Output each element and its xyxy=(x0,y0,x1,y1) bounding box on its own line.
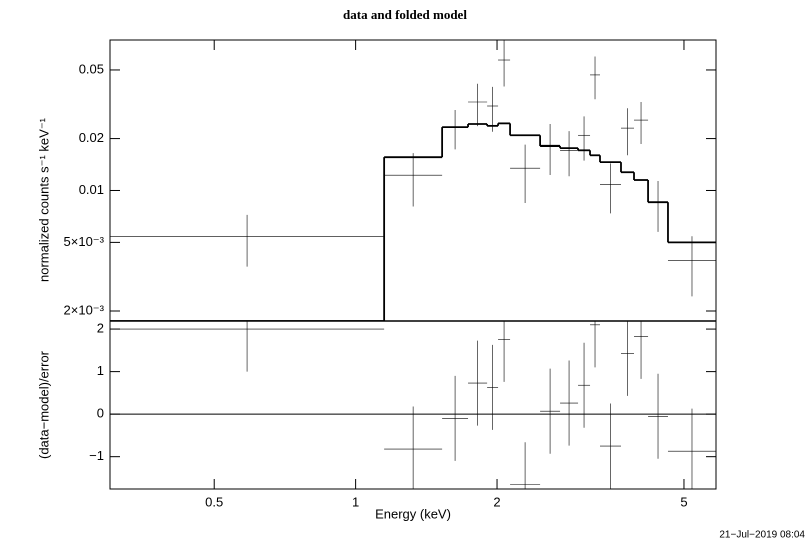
y-tick-label: 0.05 xyxy=(79,61,104,76)
x-tick-label: 0.5 xyxy=(205,494,223,509)
y-axis-label: (data−model)/error xyxy=(36,350,51,459)
y-tick-label: 5×10⁻³ xyxy=(64,234,105,249)
x-tick-label: 1 xyxy=(352,494,359,509)
y-tick-label: 0.01 xyxy=(79,182,104,197)
y-tick-label: 2×10⁻³ xyxy=(64,302,105,317)
y-tick-label: 2 xyxy=(97,321,104,336)
y-tick-label: 1 xyxy=(97,363,104,378)
y-tick-label: −1 xyxy=(89,448,104,463)
y-tick-label: 0.02 xyxy=(79,130,104,145)
y-tick-label: 0 xyxy=(97,406,104,421)
x-axis-label: Energy (keV) xyxy=(375,506,451,521)
x-tick-label: 5 xyxy=(680,494,687,509)
footer: 21−Jul−2019 08:04 xyxy=(719,530,805,541)
y-axis-label: normalized counts s⁻¹ keV⁻¹ xyxy=(36,117,51,282)
chart-title: data and folded model xyxy=(343,7,467,22)
x-tick-label: 2 xyxy=(493,494,500,509)
